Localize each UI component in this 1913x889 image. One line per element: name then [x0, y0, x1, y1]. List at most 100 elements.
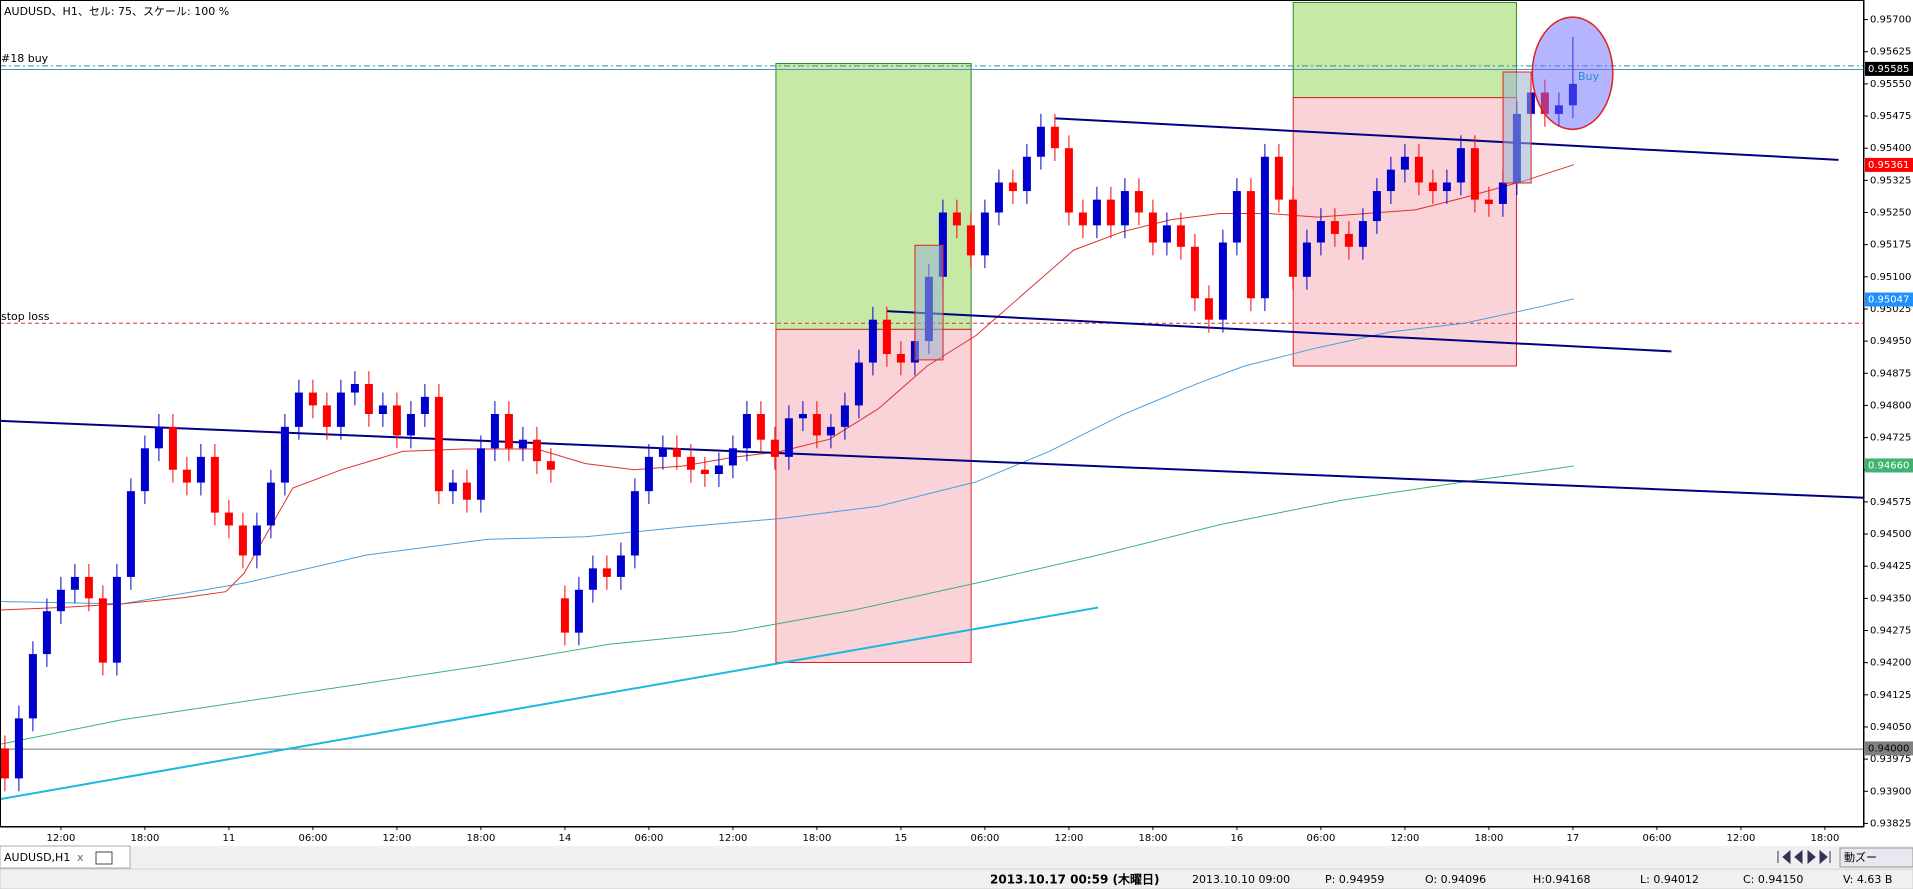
candle-body — [840, 405, 849, 427]
candle-body — [1330, 221, 1339, 234]
candle-body — [0, 748, 9, 779]
candle-body — [56, 589, 65, 612]
candle-body — [1134, 191, 1143, 213]
candle-body — [462, 482, 471, 500]
status-c: C: 0.94150 — [1743, 873, 1803, 886]
candle-body — [1372, 191, 1381, 222]
candle-body — [224, 512, 233, 526]
tab-label[interactable]: AUDUSD,H1 — [4, 851, 70, 864]
zoom-button[interactable] — [1839, 847, 1913, 868]
candle-body — [196, 456, 205, 483]
overlays — [0, 2, 1864, 799]
candle-body — [280, 426, 289, 483]
candle-body — [1050, 126, 1059, 149]
candle-body — [574, 589, 583, 633]
candle-body — [434, 396, 443, 492]
candle-body — [490, 414, 499, 449]
x-tick-label: 06:00 — [634, 833, 663, 844]
candle-body — [182, 469, 191, 483]
candle-body — [84, 576, 93, 599]
x-tick-label: 12:00 — [46, 833, 75, 844]
candle-body — [560, 598, 569, 633]
candle-body — [252, 525, 261, 556]
x-tick-label: 11 — [223, 833, 236, 844]
candle-body — [1148, 212, 1157, 243]
candle-body — [1162, 225, 1171, 243]
candle-body — [266, 482, 275, 526]
y-tick-label: 0.95100 — [1870, 272, 1911, 283]
candle-body — [952, 212, 961, 226]
price-marker-label: 0.95047 — [1868, 295, 1909, 306]
candle-body — [1232, 191, 1241, 243]
y-tick-label: 0.95025 — [1870, 304, 1911, 315]
x-tick-label: 06:00 — [1642, 833, 1671, 844]
highlights — [915, 17, 1613, 360]
x-tick-label: 14 — [559, 833, 572, 844]
buy-level-label: #18 buy — [1, 52, 49, 65]
candle-body — [1106, 199, 1115, 226]
stop-loss-label: stop loss — [1, 310, 50, 323]
candle-body — [1442, 182, 1451, 192]
zoom-button-label[interactable]: 動ズー — [1844, 850, 1877, 864]
candle-body — [896, 353, 905, 363]
candle-body — [812, 414, 821, 436]
tab-close[interactable]: x — [77, 851, 84, 864]
candle-body — [364, 383, 373, 414]
candle-body — [728, 448, 737, 466]
scroll-buttons[interactable] — [1777, 849, 1831, 865]
y-tick-label: 0.95550 — [1870, 79, 1911, 90]
y-tick-label: 0.93900 — [1870, 786, 1911, 797]
x-tick-label: 18:00 — [130, 833, 159, 844]
y-tick-label: 0.94350 — [1870, 593, 1911, 604]
tab-icon[interactable] — [95, 851, 113, 865]
y-tick-label: 0.95700 — [1870, 15, 1911, 26]
candle-body — [98, 598, 107, 663]
nav-arrows[interactable] — [1777, 849, 1831, 865]
candle-body — [448, 482, 457, 492]
candle-body — [1344, 233, 1353, 247]
x-tick-label: 12:00 — [382, 833, 411, 844]
order-label: Buy — [1578, 70, 1600, 83]
y-tick-label: 0.94875 — [1870, 368, 1911, 379]
candle-body — [126, 491, 135, 577]
y-tick-label: 0.93825 — [1870, 818, 1911, 829]
candle-body — [1218, 242, 1227, 320]
candle-body — [658, 448, 667, 457]
candle-body — [392, 405, 401, 436]
trend-line — [887, 311, 1671, 351]
candle-body — [770, 439, 779, 457]
candle-body — [1456, 148, 1465, 183]
risk-zone — [776, 329, 971, 662]
candle-body — [1498, 182, 1507, 204]
y-tick-label: 0.93975 — [1870, 754, 1911, 765]
candle-body — [826, 426, 835, 436]
x-tick-label: 06:00 — [1306, 833, 1335, 844]
candle-body — [798, 414, 807, 419]
price-marker — [1865, 157, 1913, 172]
candle-body — [644, 456, 653, 492]
candle-body — [1078, 212, 1087, 226]
x-tick-label: 17 — [1567, 833, 1580, 844]
trend-line — [1055, 118, 1838, 159]
candle-body — [14, 718, 23, 779]
y-tick-label: 0.94575 — [1870, 497, 1911, 508]
candle-body — [1484, 199, 1493, 204]
candle-body — [714, 465, 723, 475]
x-tick-label: 18:00 — [1810, 833, 1839, 844]
candle-body — [854, 362, 863, 406]
candle-body — [406, 414, 415, 436]
candle-body — [980, 212, 989, 256]
candle-body — [336, 392, 345, 427]
status-time: 2013.10.17 00:59 (木曜日) — [990, 872, 1159, 887]
candle-body — [630, 491, 639, 556]
status-h: H:0.94168 — [1533, 873, 1590, 886]
tab-bar — [0, 846, 1913, 868]
candle-body — [1470, 148, 1479, 200]
candle-body — [1092, 199, 1101, 226]
candle-body — [1428, 182, 1437, 192]
y-tick-label: 0.95625 — [1870, 47, 1911, 58]
candle-body — [686, 456, 695, 470]
trend-line — [0, 608, 1098, 800]
candle-body — [210, 456, 219, 513]
risk-zone — [1293, 98, 1516, 366]
